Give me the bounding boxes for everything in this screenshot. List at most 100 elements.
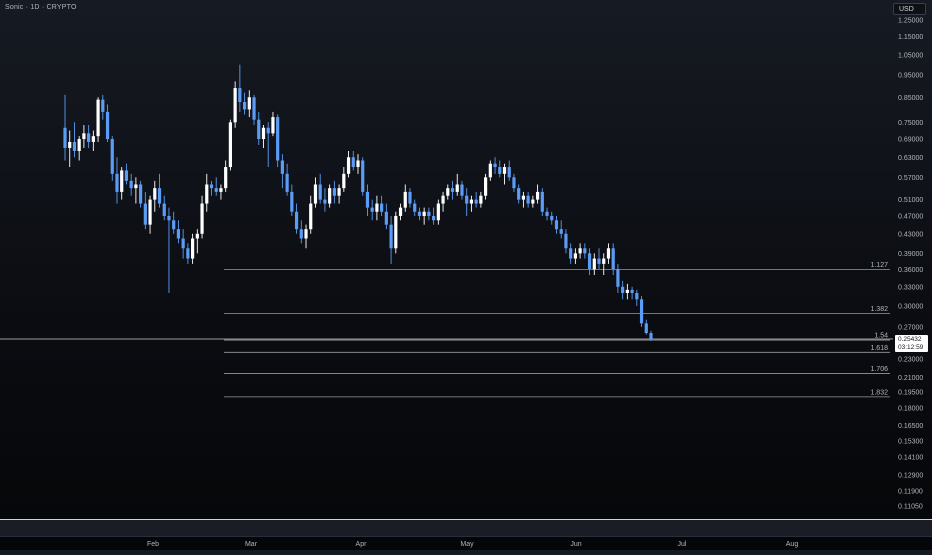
candle-body [219,188,223,192]
fib-level-label: 1.618 [870,345,888,352]
candle-body [422,211,426,216]
candle-body [87,133,91,142]
bar-countdown: 03:12:59 [898,344,924,351]
candle-body [228,122,233,168]
y-tick-label: 0.43000 [898,231,923,238]
y-tick-label: 0.36000 [898,267,923,274]
candle-body [190,238,195,259]
candle-body [82,133,86,140]
y-tick-label: 0.19500 [898,390,923,397]
candle-body [450,188,455,192]
candle-body [465,195,469,204]
candle-body [488,163,492,178]
candle-body [101,99,105,112]
candle-body [346,157,351,174]
candle-body [483,177,488,196]
candle-body [148,199,152,225]
y-tick-label: 0.11050 [898,504,923,511]
candle-body [351,157,355,168]
candle-body [436,203,440,221]
y-tick-label: 0.39000 [898,251,923,258]
candle-body [554,220,559,230]
x-tick-label: May [460,541,474,548]
candle-body [77,139,81,152]
candle-body [403,191,407,208]
y-tick-label: 0.63000 [898,155,923,162]
candle-body [564,233,568,249]
y-tick-label: 0.16500 [898,423,923,430]
y-tick-label: 0.18000 [898,406,923,413]
candle-body [531,199,535,204]
currency-button[interactable]: USD [893,3,926,15]
candle-body [630,289,634,293]
y-tick-label: 1.05000 [898,52,923,59]
candle-body [72,141,77,152]
candle-body [313,184,318,204]
candle-body [417,211,422,216]
candle-body [356,160,360,168]
candle-body [110,139,114,174]
candle-body [380,203,384,212]
candle-body [389,224,393,249]
candle-body [91,136,95,142]
y-tick-label: 0.57000 [898,175,923,182]
candle-body [247,97,251,110]
candle-body [639,299,644,324]
candle-body [621,286,625,293]
candle-body [398,207,403,216]
y-tick-label: 0.23000 [898,357,923,364]
candle-body [583,248,587,254]
x-tick-label: Jul [678,541,687,548]
candle-body [365,191,370,208]
candle-body [280,160,284,174]
last-price-value: 0.25432 [898,336,922,343]
candle-body [616,269,620,287]
candle-body [309,203,313,230]
candle-body [474,199,478,204]
candle-body [408,191,412,204]
candle-body [507,167,511,178]
candle-body [139,184,143,204]
candle-body [205,184,209,204]
candle-body [597,258,601,264]
y-tick-label: 0.21000 [898,375,923,382]
candle-body [342,173,346,189]
candle-body [214,188,218,192]
candle-body [441,195,445,204]
fib-level-label: 1.127 [870,262,888,269]
candle-body [569,248,573,259]
candle-body [238,88,242,103]
candle-body [181,238,185,249]
candle-body [224,167,228,189]
candle-body [195,233,199,239]
candle-body [469,199,474,204]
candle-body [167,215,171,221]
candle-body [209,184,214,189]
candle-body [611,248,615,270]
candle-body [323,199,327,204]
candle-body [257,119,261,140]
candle-body [162,203,166,216]
candle-body [479,195,483,204]
candle-body [299,229,303,239]
y-tick-label: 0.69000 [898,137,923,144]
candle-body [242,102,247,110]
candle-body [200,203,204,234]
candle-body [304,229,308,239]
candle-body [124,170,129,181]
candle-body [266,127,270,134]
candle-body [134,184,138,189]
candle-body [276,117,280,161]
candle-body [644,323,648,334]
candle-body [63,127,67,148]
candle-body [153,188,157,200]
candle-body [649,333,653,340]
candle-body [157,188,162,204]
y-tick-label: 0.85000 [898,95,923,102]
price-axis: 1.25000 1.15000 1.05000 0.95000 0.85000 0.750… [898,18,923,511]
candle-body [337,188,341,196]
candle-body [294,211,299,230]
pane-separator[interactable] [0,519,932,537]
